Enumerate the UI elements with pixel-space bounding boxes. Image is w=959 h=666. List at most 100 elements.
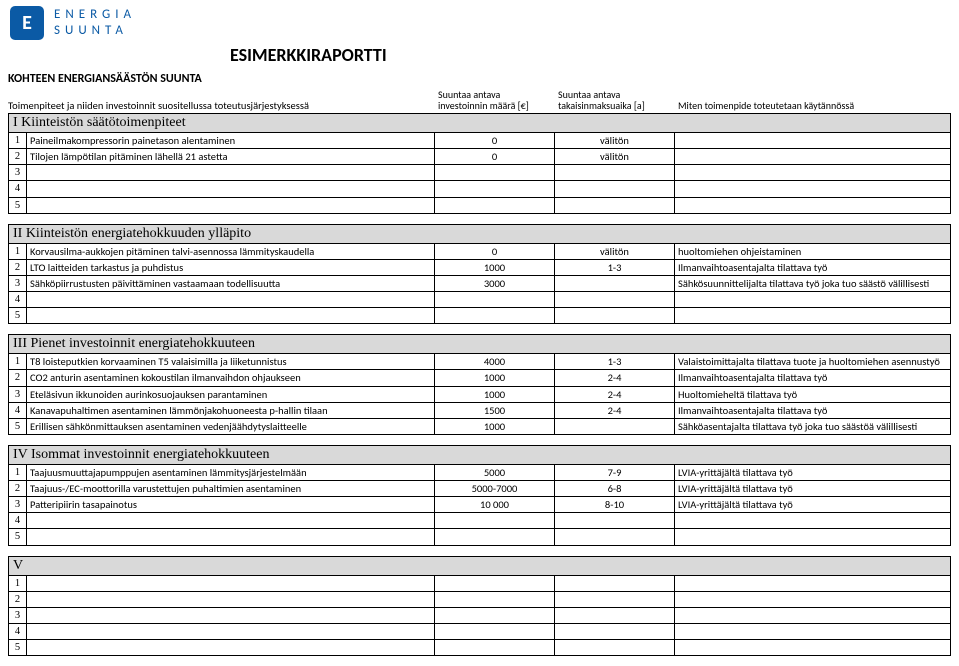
row-number: 5 <box>9 640 27 656</box>
section-title: I Kiinteistön säätötoimenpiteet <box>9 114 951 133</box>
row-how <box>675 591 951 607</box>
row-how <box>675 149 951 165</box>
row-investment <box>435 181 555 197</box>
row-how: LVIA-yrittäjältä tilattava työ <box>675 481 951 497</box>
row-payback <box>555 591 675 607</box>
row-payback <box>555 640 675 656</box>
section-table: IV Isommat investoinnit energiatehokkuut… <box>8 445 951 546</box>
row-payback <box>555 197 675 213</box>
header-col-how-text: Miten toimenpide toteutetaan käytännössä <box>678 100 951 111</box>
row-number: 5 <box>9 418 27 434</box>
row-description: Taajuus-/EC-moottorilla varustettujen pu… <box>27 481 435 497</box>
row-investment: 5000 <box>435 464 555 480</box>
row-investment <box>435 197 555 213</box>
row-description: T8 loisteputkien korvaaminen T5 valaisim… <box>27 354 435 370</box>
table-row: 4 <box>9 292 951 308</box>
table-row: 4 <box>9 181 951 197</box>
table-row: 3Eteläsivun ikkunoiden aurinkosuojauksen… <box>9 386 951 402</box>
header-col-investment: Suuntaa antava investoinnin määrä [€] <box>438 89 558 111</box>
row-description: Korvausilma-aukkojen pitäminen talvi-ase… <box>27 243 435 259</box>
section-table: I Kiinteistön säätötoimenpiteet1Paineilm… <box>8 113 951 214</box>
section-table: V12345 <box>8 556 951 657</box>
row-payback <box>555 529 675 545</box>
row-description <box>27 640 435 656</box>
row-how: Sähkösuunnittelijalta tilattava työ joka… <box>675 275 951 291</box>
row-payback <box>555 308 675 324</box>
row-investment <box>435 640 555 656</box>
row-how: Valaistoimittajalta tilattava tuote ja h… <box>675 354 951 370</box>
row-number: 5 <box>9 308 27 324</box>
row-investment <box>435 308 555 324</box>
table-row: 2Taajuus-/EC-moottorilla varustettujen p… <box>9 481 951 497</box>
row-payback: 8-10 <box>555 497 675 513</box>
row-investment <box>435 529 555 545</box>
row-description: Eteläsivun ikkunoiden aurinkosuojauksen … <box>27 386 435 402</box>
row-investment <box>435 591 555 607</box>
row-payback: välitön <box>555 243 675 259</box>
row-how <box>675 181 951 197</box>
table-row: 4Kanavapuhaltimen asentaminen lämmönjako… <box>9 402 951 418</box>
row-payback <box>555 165 675 181</box>
row-investment: 1500 <box>435 402 555 418</box>
row-investment <box>435 575 555 591</box>
header-col-actions-text: Toimenpiteet ja niiden investoinnit suos… <box>8 100 438 112</box>
row-how <box>675 197 951 213</box>
logo-area: E ENERGIA SUUNTA <box>0 0 959 42</box>
logo-text: ENERGIA SUUNTA <box>54 7 136 38</box>
section-table: II Kiinteistön energiatehokkuuden ylläpi… <box>8 224 951 325</box>
table-row: 3Sähköpiirrustusten päivittäminen vastaa… <box>9 275 951 291</box>
row-number: 1 <box>9 464 27 480</box>
header-col-investment-l2: investoinnin määrä [€] <box>438 100 558 111</box>
row-number: 1 <box>9 133 27 149</box>
row-how: LVIA-yrittäjältä tilattava työ <box>675 497 951 513</box>
row-number: 3 <box>9 497 27 513</box>
table-row: 3Patteripiirin tasapainotus10 0008-10LVI… <box>9 497 951 513</box>
row-payback <box>555 181 675 197</box>
row-payback: 1-3 <box>555 354 675 370</box>
table-row: 5Erillisen sähkönmittauksen asentaminen … <box>9 418 951 434</box>
row-number: 1 <box>9 575 27 591</box>
row-how: Huoltomieheltä tilattava työ <box>675 386 951 402</box>
table-row: 5 <box>9 197 951 213</box>
table-row: 4 <box>9 623 951 639</box>
row-number: 4 <box>9 402 27 418</box>
row-number: 4 <box>9 623 27 639</box>
row-payback <box>555 418 675 434</box>
table-row: 2 <box>9 591 951 607</box>
header-col-how: Miten toimenpide toteutetaan käytännössä <box>678 89 951 111</box>
page-subtitle: KOHTEEN ENERGIANSÄÄSTÖN SUUNTA <box>8 72 959 86</box>
row-description <box>27 165 435 181</box>
logo-line1: ENERGIA <box>54 7 136 23</box>
row-number: 2 <box>9 149 27 165</box>
row-investment <box>435 165 555 181</box>
row-number: 5 <box>9 197 27 213</box>
header-col-payback-l2: takaisinmaksuaika [a] <box>558 100 678 111</box>
row-description <box>27 591 435 607</box>
header-col-actions: Toimenpiteet ja niiden investoinnit suos… <box>8 88 438 111</box>
row-investment: 1000 <box>435 259 555 275</box>
row-how <box>675 165 951 181</box>
row-number: 4 <box>9 513 27 529</box>
row-how <box>675 513 951 529</box>
row-how: Ilmanvaihtoasentajalta tilattava työ <box>675 402 951 418</box>
logo-line2: SUUNTA <box>54 23 136 39</box>
column-headers: Toimenpiteet ja niiden investoinnit suos… <box>0 88 959 113</box>
row-description: LTO laitteiden tarkastus ja puhdistus <box>27 259 435 275</box>
row-description: Sähköpiirrustusten päivittäminen vastaam… <box>27 275 435 291</box>
row-description: Patteripiirin tasapainotus <box>27 497 435 513</box>
table-row: 1Taajuusmuuttajapumppujen asentaminen lä… <box>9 464 951 480</box>
row-payback: 2-4 <box>555 386 675 402</box>
row-description: Kanavapuhaltimen asentaminen lämmönjakoh… <box>27 402 435 418</box>
row-description <box>27 197 435 213</box>
row-investment: 5000-7000 <box>435 481 555 497</box>
row-description: Tilojen lämpötilan pitäminen lähellä 21 … <box>27 149 435 165</box>
table-row: 1 <box>9 575 951 591</box>
table-row: 1T8 loisteputkien korvaaminen T5 valaisi… <box>9 354 951 370</box>
row-payback <box>555 623 675 639</box>
row-how: huoltomiehen ohjeistaminen <box>675 243 951 259</box>
row-payback: 2-4 <box>555 402 675 418</box>
row-payback <box>555 513 675 529</box>
row-number: 5 <box>9 529 27 545</box>
row-how <box>675 133 951 149</box>
row-number: 3 <box>9 165 27 181</box>
